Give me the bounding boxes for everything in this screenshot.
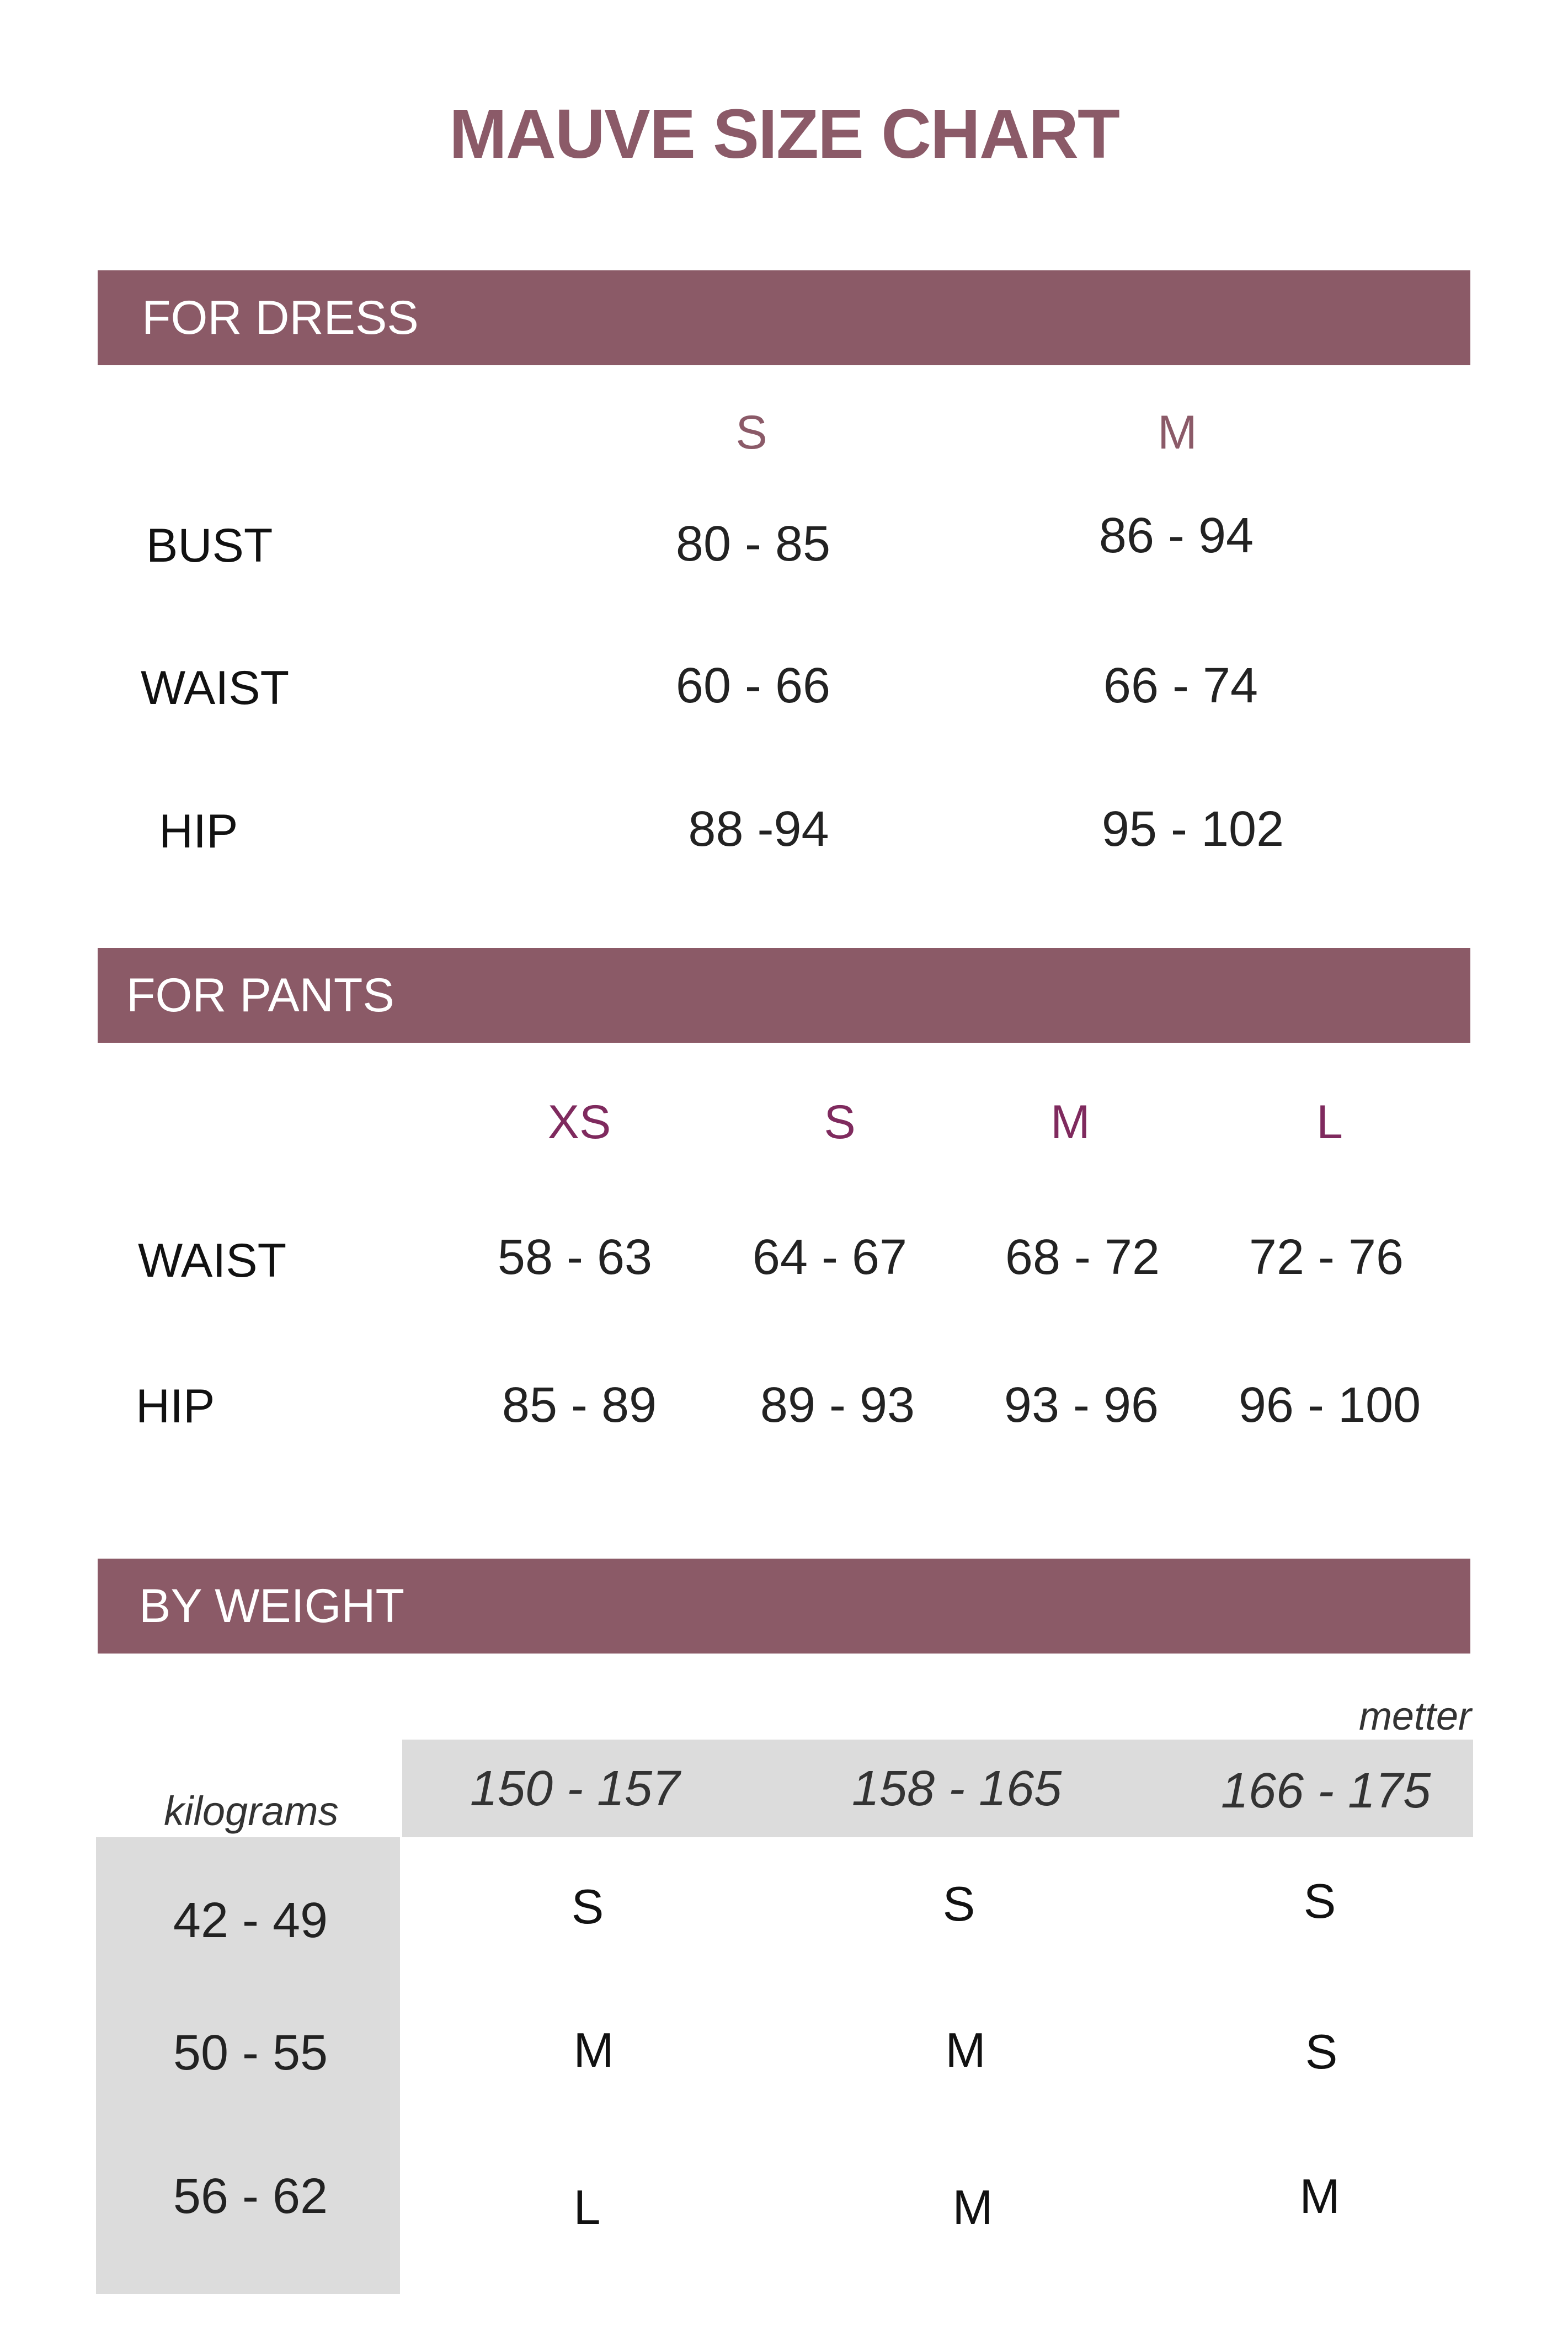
size-cell-r2-c3: S xyxy=(1305,2024,1338,2079)
dress-bust-s: 80 - 85 xyxy=(675,516,831,572)
weight-range-2: 50 - 55 xyxy=(173,2025,328,2081)
pants-row-label-waist: WAIST xyxy=(138,1234,287,1287)
height-range-2: 158 - 165 xyxy=(851,1761,1062,1816)
pants-size-s: S xyxy=(824,1096,856,1149)
dress-row-label-hip: HIP xyxy=(159,805,238,858)
size-cell-r1-c2: S xyxy=(942,1876,975,1931)
size-cell-r3-c1: L xyxy=(573,2180,601,2234)
pants-hip-xs: 85 - 89 xyxy=(502,1378,657,1433)
dress-size-s: S xyxy=(735,406,767,459)
height-range-3: 166 - 175 xyxy=(1220,1763,1431,1818)
height-unit-label: metter xyxy=(1358,1694,1471,1738)
pants-size-l: L xyxy=(1316,1096,1343,1149)
dress-section-title: FOR DRESS xyxy=(142,291,419,344)
dress-row-label-bust: BUST xyxy=(146,519,273,572)
weight-range-3: 56 - 62 xyxy=(173,2169,328,2224)
size-cell-r2-c1: M xyxy=(573,2023,614,2077)
pants-waist-l: 72 - 76 xyxy=(1249,1230,1404,1285)
weight-section-header: BY WEIGHT xyxy=(98,1559,1470,1654)
size-cell-r1-c3: S xyxy=(1303,1874,1336,1928)
pants-size-xs: XS xyxy=(547,1096,611,1149)
dress-size-m: M xyxy=(1158,406,1197,459)
pants-hip-l: 96 - 100 xyxy=(1238,1378,1421,1433)
dress-section-header: FOR DRESS xyxy=(98,270,1470,365)
height-header-row: 150 - 157 158 - 165 166 - 175 xyxy=(402,1740,1473,1837)
dress-waist-m: 66 - 74 xyxy=(1103,658,1258,713)
pants-section-header: FOR PANTS xyxy=(98,948,1470,1043)
size-cell-r1-c1: S xyxy=(571,1879,604,1934)
weight-unit-label: kilograms xyxy=(164,1788,339,1834)
page-title: MAUVE SIZE CHART xyxy=(449,95,1120,173)
pants-section-title: FOR PANTS xyxy=(126,969,394,1022)
pants-row-label-hip: HIP xyxy=(136,1380,215,1433)
height-range-1: 150 - 157 xyxy=(470,1761,680,1816)
pants-hip-s: 89 - 93 xyxy=(760,1378,915,1433)
dress-bust-m: 86 - 94 xyxy=(1098,508,1254,563)
pants-size-m: M xyxy=(1050,1096,1090,1149)
dress-waist-s: 60 - 66 xyxy=(675,658,831,713)
pants-waist-xs: 58 - 63 xyxy=(497,1230,653,1285)
pants-hip-m: 93 - 96 xyxy=(1004,1378,1159,1433)
weight-range-1: 42 - 49 xyxy=(173,1893,328,1948)
dress-hip-s: 88 -94 xyxy=(688,802,829,857)
pants-waist-m: 68 - 72 xyxy=(1005,1230,1160,1285)
dress-row-label-waist: WAIST xyxy=(141,662,290,714)
size-cell-r3-c2: M xyxy=(952,2180,993,2234)
pants-waist-s: 64 - 67 xyxy=(752,1230,908,1285)
weight-section-title: BY WEIGHT xyxy=(139,1580,405,1633)
weight-column: 42 - 49 50 - 55 56 - 62 xyxy=(96,1837,400,2294)
size-cell-r2-c2: M xyxy=(945,2023,986,2077)
size-cell-r3-c3: M xyxy=(1299,2169,1340,2223)
dress-hip-m: 95 - 102 xyxy=(1101,802,1284,857)
